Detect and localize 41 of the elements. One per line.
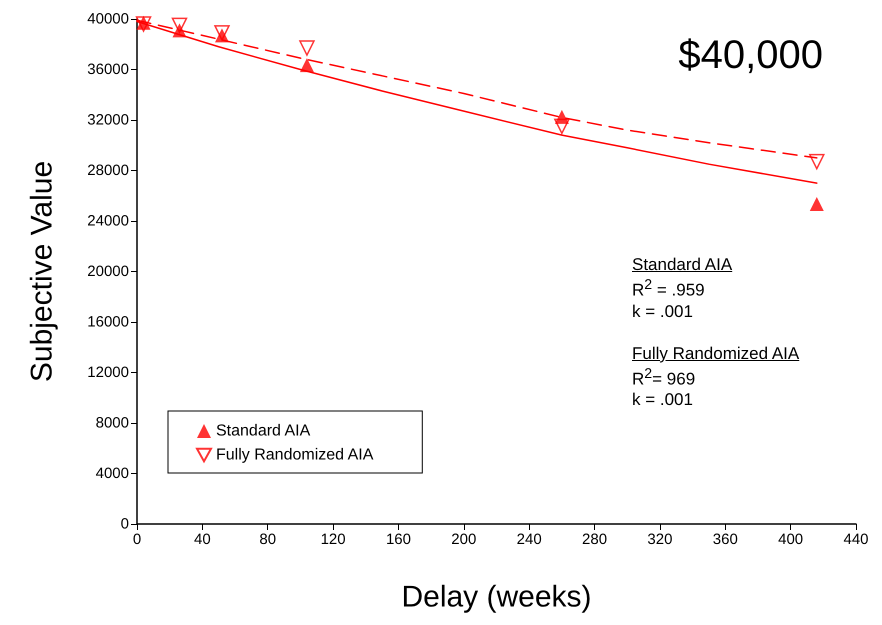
x-tick-label: 160 (386, 531, 411, 548)
annotation: R$^{2}$= 969 (632, 364, 696, 390)
x-tick-label: 320 (647, 531, 672, 548)
y-tick-label: 24000 (87, 212, 129, 230)
x-tick-label: 400 (778, 531, 804, 548)
x-tick-label: 440 (843, 531, 869, 548)
point (172, 18, 188, 34)
x-tick-label: 360 (712, 531, 738, 548)
annotation: k = .001 (632, 300, 694, 322)
legend-label: Fully Randomized AIA (216, 446, 374, 464)
x-tick-label: 80 (259, 531, 276, 548)
point (299, 40, 315, 56)
x-tick-label: 280 (582, 531, 608, 548)
annotation: k = .001 (632, 389, 694, 410)
annotation: Fully Randomized AIA (632, 342, 800, 364)
y-tick-label: 20000 (87, 263, 129, 280)
y-tick-label: 12000 (87, 364, 129, 381)
point (214, 25, 230, 41)
y-tick-label: 8000 (96, 414, 129, 432)
y-tick-label: 36000 (87, 61, 129, 78)
y-tick-label: 4000 (96, 465, 129, 482)
y-tick-label: 40000 (87, 10, 129, 28)
point (809, 154, 825, 170)
annotation: R$^{2}$ = .959 (632, 276, 706, 301)
y-tick-label: 16000 (87, 314, 129, 330)
y-tick-label: 0 (120, 516, 129, 532)
annotation: Standard AIA (632, 254, 734, 275)
point (300, 58, 314, 72)
point (810, 196, 824, 211)
x-axis-title: Delay (weeks) (401, 580, 592, 614)
y-tick-label: 32000 (87, 112, 129, 128)
chart-title: $40,000 (678, 33, 824, 77)
x-tick-label: 200 (451, 531, 476, 548)
legend-label: Standard AIA (216, 422, 311, 440)
y-axis-title: Subjective Value (26, 160, 58, 382)
x-tick-label: 120 (320, 531, 346, 548)
y-tick-label: 28000 (87, 162, 129, 179)
x-tick-label: 40 (194, 531, 211, 548)
point (554, 118, 570, 134)
x-tick-label: 240 (516, 531, 542, 548)
x-tick-label: 0 (132, 531, 142, 548)
